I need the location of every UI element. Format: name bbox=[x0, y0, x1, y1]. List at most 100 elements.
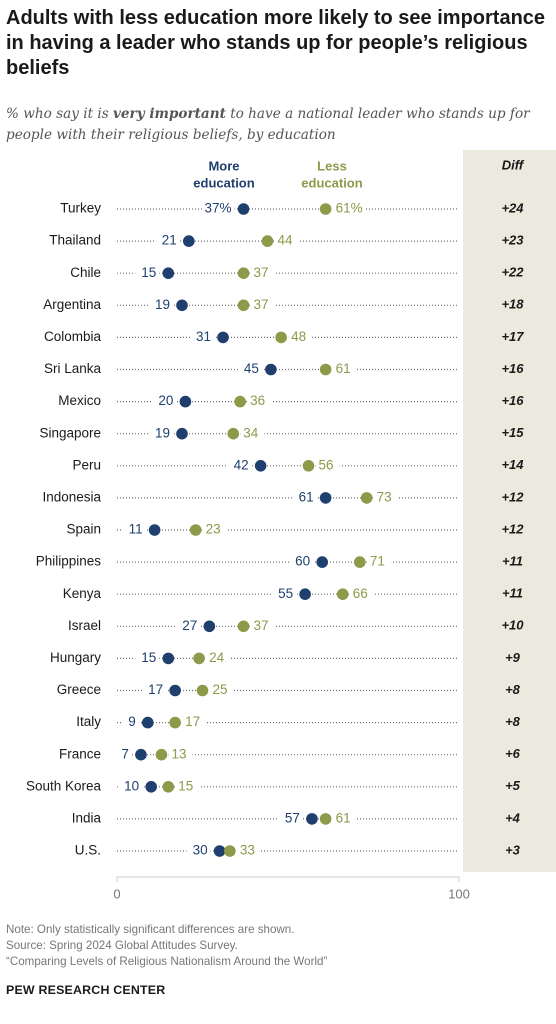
label-gap bbox=[142, 682, 167, 699]
diff-value: +4 bbox=[505, 810, 521, 825]
label-gap bbox=[206, 650, 231, 667]
less-education-value-label: 61 bbox=[336, 361, 351, 376]
note-text: Note: Only statistically significant dif… bbox=[6, 923, 295, 936]
less-education-value-label: 56 bbox=[319, 457, 334, 472]
label-gap bbox=[168, 746, 193, 763]
less-education-dot bbox=[360, 492, 373, 504]
country-label: Israel bbox=[68, 618, 101, 633]
subtitle-before: % who say it is bbox=[6, 106, 113, 122]
label-gap bbox=[135, 265, 160, 282]
chart-subtitle: % who say it is very important to have a… bbox=[6, 104, 546, 146]
more-education-value-label: 15 bbox=[141, 265, 156, 280]
less-education-dot bbox=[237, 620, 250, 633]
less-education-dot bbox=[155, 748, 168, 761]
diff-value: +10 bbox=[501, 618, 524, 633]
label-gap bbox=[135, 650, 160, 667]
less-education-dot bbox=[237, 299, 250, 312]
more-education-value-label: 57 bbox=[285, 810, 300, 825]
label-gap bbox=[202, 201, 235, 217]
less-education-value-label: 61 bbox=[336, 810, 351, 825]
more-education-dot bbox=[217, 331, 229, 344]
less-education-value-label: 44 bbox=[277, 233, 293, 248]
more-education-value-label: 17 bbox=[148, 682, 163, 697]
less-education-value-label: 23 bbox=[206, 522, 221, 537]
more-education-value-label: 30 bbox=[193, 843, 208, 858]
more-education-value-label: 9 bbox=[128, 714, 136, 729]
source-text: Source: Spring 2024 Global Attitudes Sur… bbox=[6, 939, 238, 952]
more-education-dot bbox=[176, 427, 188, 440]
more-education-value-label: 19 bbox=[155, 297, 170, 312]
country-label: Kenya bbox=[63, 586, 102, 601]
label-gap bbox=[237, 361, 262, 378]
less-education-value-label: 15 bbox=[178, 778, 193, 793]
diff-value: +11 bbox=[502, 554, 523, 569]
less-education-dot bbox=[237, 267, 250, 279]
label-gap bbox=[250, 618, 275, 635]
less-education-value-label: 17 bbox=[185, 714, 200, 729]
brand-logo-text: PEW RESEARCH CENTER bbox=[6, 983, 166, 997]
label-gap bbox=[250, 265, 275, 282]
label-gap bbox=[272, 586, 297, 603]
diff-value: +24 bbox=[501, 200, 524, 215]
label-gap bbox=[202, 522, 227, 538]
more-education-dot bbox=[183, 235, 195, 247]
diff-value: +5 bbox=[505, 778, 521, 793]
label-gap bbox=[278, 810, 303, 827]
less-education-value-label: 33 bbox=[240, 843, 255, 858]
more-education-dot bbox=[299, 588, 311, 600]
more-education-value-label: 55 bbox=[278, 586, 293, 601]
label-gap bbox=[366, 554, 391, 571]
country-label: South Korea bbox=[26, 778, 102, 793]
more-education-dot bbox=[265, 363, 277, 376]
label-gap bbox=[332, 361, 357, 378]
label-gap bbox=[175, 778, 200, 795]
country-label: Singapore bbox=[39, 425, 101, 440]
label-gap bbox=[332, 201, 365, 217]
diff-value: +14 bbox=[501, 457, 524, 472]
less-education-value-label: 61% bbox=[336, 201, 363, 216]
subtitle-after: to have a national leader who stands up … bbox=[6, 106, 530, 143]
more-education-dot bbox=[169, 684, 181, 697]
less-education-dot bbox=[319, 813, 332, 825]
diff-value: +17 bbox=[501, 329, 524, 344]
less-education-value-label: 66 bbox=[353, 586, 368, 601]
diff-value: +16 bbox=[501, 393, 524, 408]
more-education-value-label: 27 bbox=[182, 618, 197, 633]
more-education-value-label: 10 bbox=[124, 778, 139, 793]
subtitle-emphasis: very important bbox=[113, 106, 226, 122]
more-education-dot bbox=[135, 748, 147, 761]
less-education-dot bbox=[169, 716, 181, 729]
diff-value: +23 bbox=[501, 233, 524, 248]
more-education-dot bbox=[213, 845, 226, 857]
diff-value: +3 bbox=[505, 842, 521, 857]
label-gap bbox=[289, 554, 314, 571]
more-education-value-label: 61 bbox=[299, 489, 314, 504]
label-gap bbox=[288, 329, 313, 346]
country-label: Greece bbox=[57, 682, 101, 697]
less-education-value-label: 25 bbox=[213, 682, 228, 697]
less-education-dot bbox=[193, 652, 205, 665]
label-gap bbox=[227, 457, 252, 474]
more-education-dot bbox=[254, 460, 267, 472]
less-education-value-label: 73 bbox=[377, 489, 392, 504]
legend-more-education: education bbox=[193, 175, 254, 190]
label-gap bbox=[182, 714, 207, 731]
label-gap bbox=[148, 297, 173, 314]
more-education-value-label: 11 bbox=[129, 522, 143, 537]
diff-column-background bbox=[463, 150, 556, 872]
country-label: Hungary bbox=[50, 650, 101, 665]
less-education-value-label: 48 bbox=[291, 329, 306, 344]
legend-more-education: More bbox=[208, 158, 239, 173]
report-title-text: “Comparing Levels of Religious Nationali… bbox=[6, 955, 328, 968]
country-label: Thailand bbox=[49, 233, 101, 248]
more-education-value-label: 21 bbox=[162, 233, 177, 248]
less-education-dot bbox=[302, 460, 315, 472]
less-education-value-label: 71 bbox=[370, 554, 385, 569]
label-gap bbox=[247, 393, 272, 410]
diff-value: +8 bbox=[505, 714, 521, 729]
label-gap bbox=[122, 714, 139, 731]
diff-value: +18 bbox=[501, 297, 524, 312]
diff-value: +12 bbox=[501, 489, 524, 504]
more-education-dot bbox=[141, 716, 154, 729]
more-education-dot bbox=[148, 524, 161, 536]
